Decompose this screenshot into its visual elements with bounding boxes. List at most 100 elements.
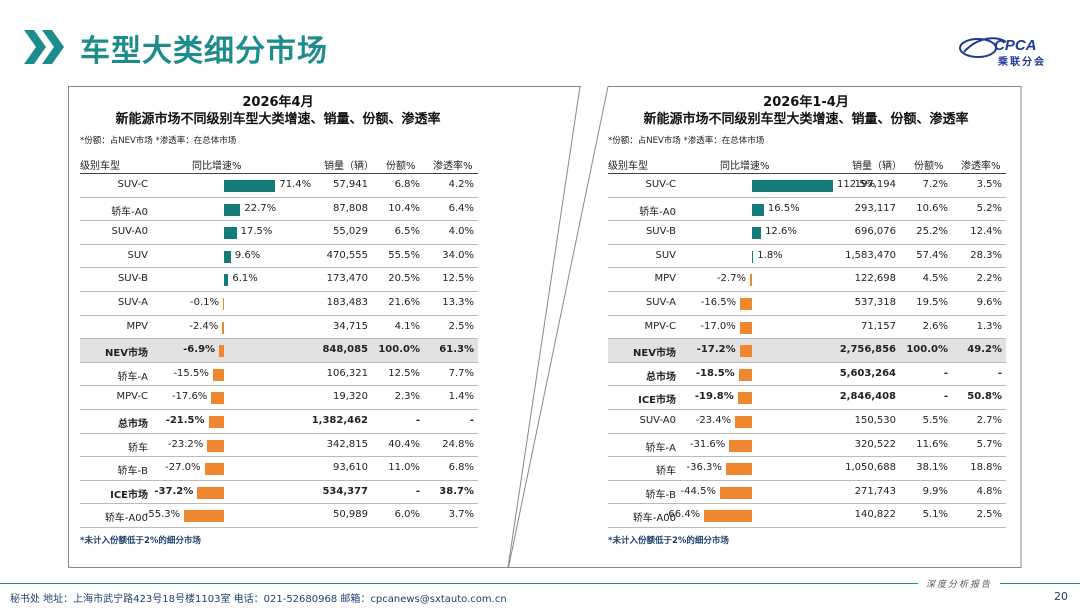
growth-label: 16.5%: [767, 202, 800, 214]
growth-label: 6.1%: [232, 273, 258, 285]
row-name: SUV: [127, 249, 148, 261]
share-cell: 19.5%: [916, 296, 948, 308]
growth-bar: [222, 321, 224, 334]
row-name: SUV-A0: [639, 414, 676, 426]
table-row: 轿车-A00 -66.4% 140,822 5.1% 2.5%: [608, 504, 1006, 528]
sales-cell: 1,050,688: [845, 462, 896, 474]
left-footnote: *未计入份额低于2%的细分市场: [80, 536, 201, 546]
row-name: SUV-B: [117, 273, 148, 285]
header-sales: 销量（辆）: [324, 161, 374, 172]
growth-bar: [224, 250, 231, 263]
share-cell: 6.8%: [394, 179, 420, 190]
penetration-cell: 2.5%: [448, 320, 474, 332]
penetration-cell: 13.3%: [442, 296, 474, 308]
share-cell: 6.0%: [394, 509, 420, 521]
left-panel: 2026年4月 新能源市场不同级别车型大类增速、销量、份额、渗透率 *份额：占N…: [68, 86, 568, 568]
growth-label: -31.6%: [689, 438, 726, 450]
left-table-header: 级别车型 同比增速% 销量（辆） 份额% 渗透率%: [80, 152, 478, 174]
growth-label: -23.2%: [167, 438, 204, 450]
header-penetration: 渗透率%: [433, 161, 473, 172]
sales-cell: 71,157: [861, 320, 896, 332]
growth-label: -17.6%: [171, 391, 208, 403]
chevron-double-icon: [24, 30, 64, 64]
growth-bar: [224, 227, 237, 240]
growth-bar: [208, 415, 224, 428]
growth-label: -6.9%: [183, 344, 216, 356]
growth-bar: [740, 297, 752, 310]
svg-text:CPCA: CPCA: [994, 37, 1037, 54]
sales-cell: 342,815: [326, 438, 368, 450]
growth-bar: [739, 321, 752, 334]
growth-bar: [719, 486, 752, 499]
table-row: ICE市场 -19.8% 2,846,408 - 50.8%: [608, 386, 1006, 410]
penetration-cell: 50.8%: [967, 391, 1002, 403]
growth-bar: [750, 274, 752, 287]
header-growth: 同比增速%: [192, 161, 242, 172]
sales-cell: 271,743: [854, 485, 896, 497]
table-row: 轿车-A0 16.5% 293,117 10.6% 5.2%: [608, 198, 1006, 222]
sales-cell: 173,470: [326, 273, 368, 285]
growth-bar: [224, 274, 229, 287]
share-cell: 4.5%: [922, 273, 948, 285]
penetration-cell: -: [997, 367, 1002, 379]
growth-bar: [184, 510, 224, 523]
share-cell: 40.4%: [388, 438, 420, 450]
row-name: MPV: [654, 273, 677, 285]
right-title-main: 新能源市场不同级别车型大类增速、销量、份额、渗透率: [643, 112, 969, 127]
left-title-main: 新能源市场不同级别车型大类增速、销量、份额、渗透率: [115, 112, 441, 127]
growth-label: -27.0%: [165, 462, 201, 474]
left-title-period: 2026年4月: [242, 95, 314, 110]
right-table-body: SUV-C 112.5% 197,194 7.2% 3.5% 轿车-A0 16.5% 293,…: [608, 174, 1006, 528]
table-row: NEV市场 -17.2% 2,756,856 100.0% 49.2%: [608, 339, 1006, 363]
growth-bar: [224, 180, 276, 192]
penetration-cell: 4.0%: [448, 226, 474, 238]
footer-divider: [0, 583, 918, 584]
growth-label: 1.8%: [757, 249, 783, 261]
table-row: SUV-A0 17.5% 55,029 6.5% 4.0%: [80, 221, 478, 245]
sales-cell: 5,603,264: [839, 367, 896, 379]
sales-cell: 848,085: [322, 344, 368, 356]
share-cell: 100.0%: [906, 344, 948, 356]
row-name: MPV-C: [116, 391, 148, 403]
header-sales: 销量（辆）: [852, 161, 902, 172]
sales-cell: 87,808: [333, 202, 368, 214]
share-cell: 57.4%: [916, 249, 948, 261]
growth-bar: [752, 250, 754, 263]
penetration-cell: 12.4%: [970, 226, 1002, 238]
row-name: ICE市场: [638, 395, 676, 407]
table-row: MPV -2.7% 122,698 4.5% 2.2%: [608, 268, 1006, 292]
table-row: NEV市场 -6.9% 848,085 100.0% 61.3%: [80, 339, 478, 363]
table-row: 轿车 -36.3% 1,050,688 38.1% 18.8%: [608, 457, 1006, 481]
header-growth: 同比增速%: [720, 161, 770, 172]
row-name: 轿车-A: [117, 371, 148, 383]
penetration-cell: 18.8%: [970, 462, 1002, 474]
sales-cell: 34,715: [333, 320, 368, 332]
table-row: SUV-A -16.5% 537,318 19.5% 9.6%: [608, 292, 1006, 316]
sales-cell: 150,530: [854, 414, 896, 426]
right-table-header: 级别车型 同比增速% 销量（辆） 份额% 渗透率%: [608, 152, 1006, 174]
table-row: 轿车-A00 -55.3% 50,989 6.0% 3.7%: [80, 504, 478, 528]
growth-label: -15.5%: [173, 367, 209, 379]
share-cell: 4.1%: [394, 320, 420, 332]
growth-bar: [704, 510, 752, 523]
table-row: SUV-B 12.6% 696,076 25.2% 12.4%: [608, 221, 1006, 245]
growth-label: -17.0%: [700, 320, 736, 332]
penetration-cell: 61.3%: [439, 344, 474, 356]
share-cell: 10.4%: [388, 202, 420, 214]
penetration-cell: -: [469, 414, 474, 426]
share-cell: 2.3%: [394, 391, 420, 403]
sales-cell: 122,698: [854, 273, 896, 285]
sales-cell: 320,522: [854, 438, 896, 450]
table-row: MPV-C -17.0% 71,157 2.6% 1.3%: [608, 316, 1006, 340]
table-row: SUV 9.6% 470,555 55.5% 34.0%: [80, 245, 478, 269]
row-name: SUV-C: [645, 179, 676, 190]
sales-cell: 696,076: [854, 226, 896, 238]
sales-cell: 57,941: [333, 179, 368, 190]
right-panel: 2026年1-4月 新能源市场不同级别车型大类增速、销量、份额、渗透率 *份额：…: [596, 86, 1016, 568]
table-row: 轿车-B -27.0% 93,610 11.0% 6.8%: [80, 457, 478, 481]
footer-tag: 深度分析报告: [926, 580, 993, 590]
share-cell: 5.5%: [922, 414, 948, 426]
left-note: *份额：占NEV市场 *渗透率：在总体市场: [80, 136, 237, 146]
logo-subtitle: 乘联分会: [998, 57, 1046, 68]
penetration-cell: 5.2%: [976, 202, 1002, 214]
